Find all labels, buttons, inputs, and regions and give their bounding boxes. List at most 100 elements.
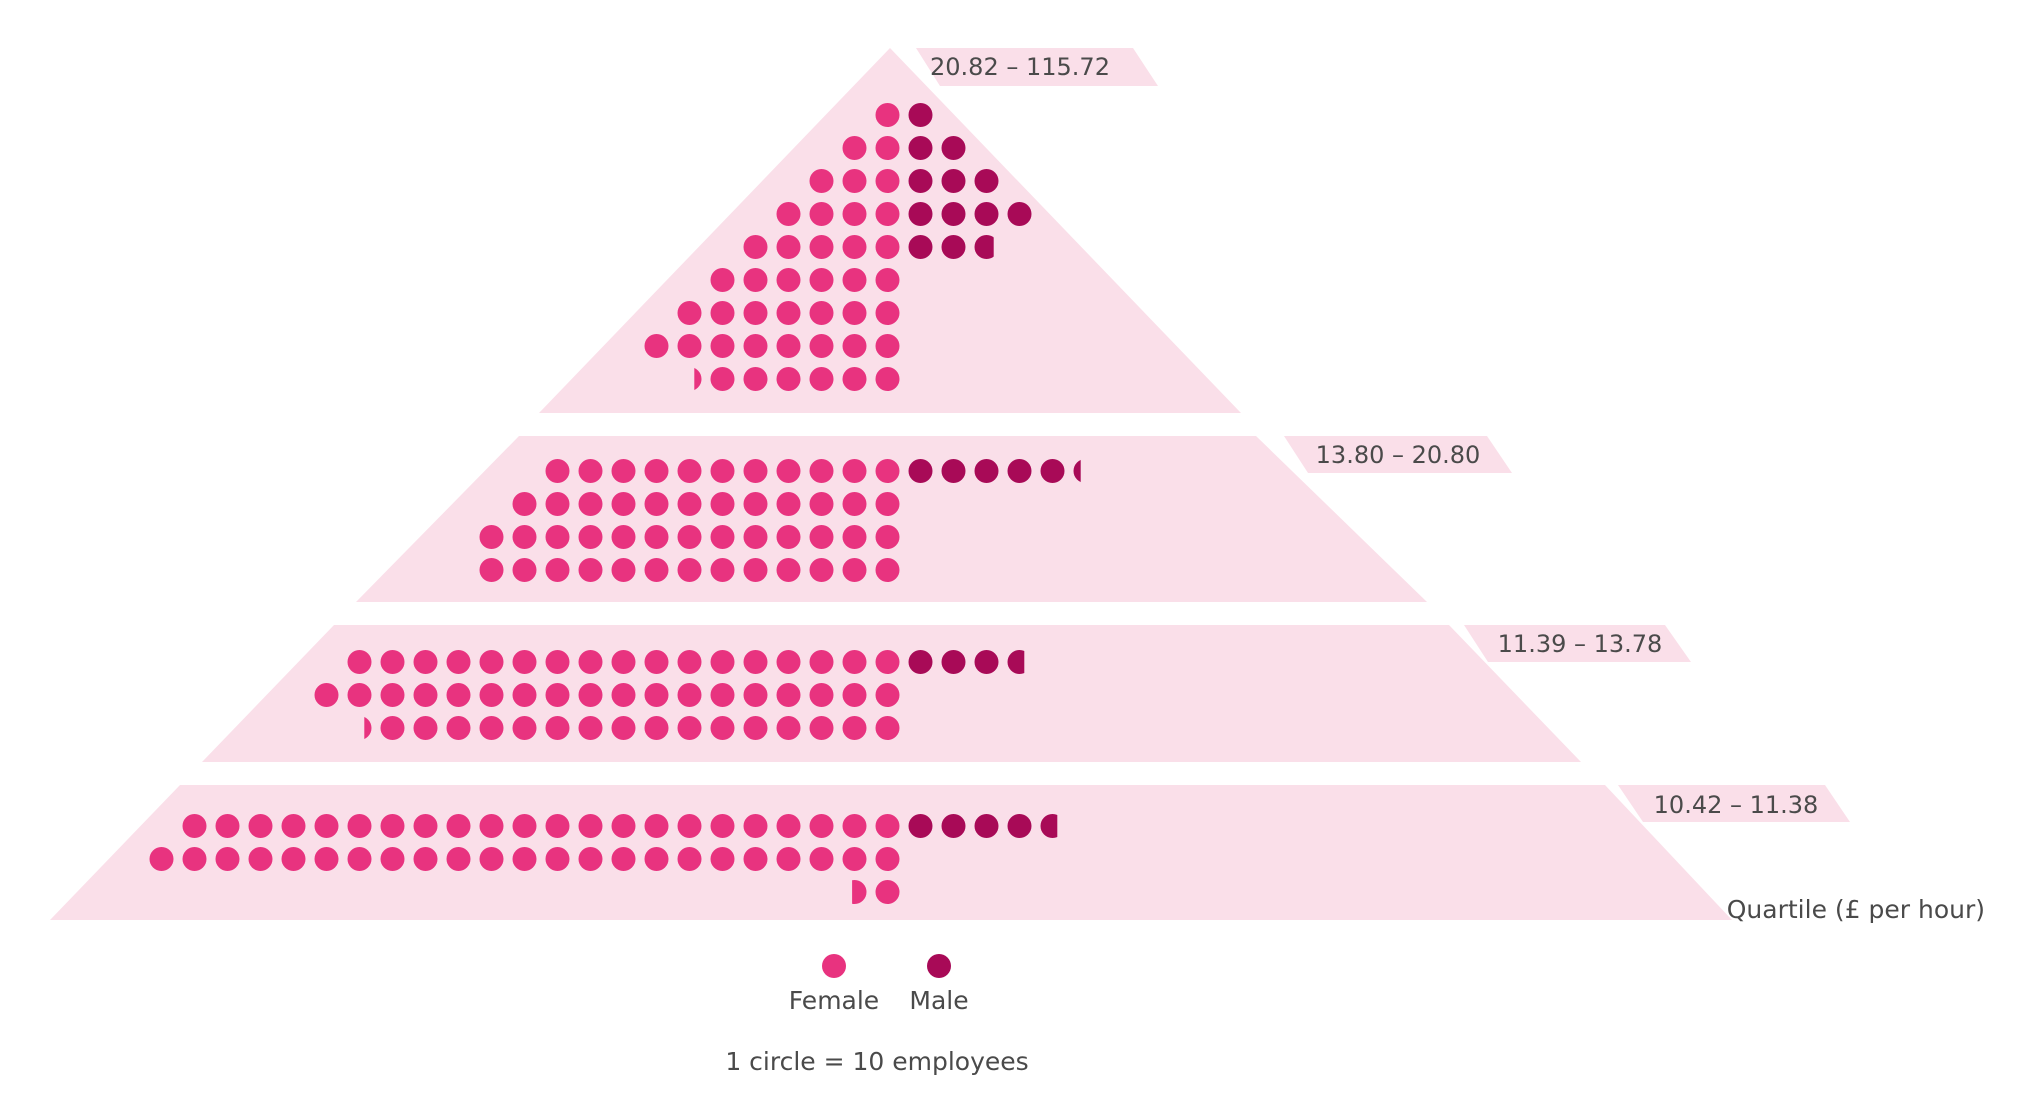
female-circle-q4 (875, 847, 900, 871)
female-circle-q2 (743, 525, 768, 549)
female-circle-q1 (743, 367, 768, 391)
male-circle-q1 (908, 136, 933, 160)
male-circle-q1 (1007, 202, 1032, 226)
female-circle-q2 (545, 558, 570, 582)
female-circle-q4 (182, 847, 207, 871)
female-circle-q3 (776, 683, 801, 707)
female-circle-q3 (743, 716, 768, 740)
female-circle-q4 (578, 814, 603, 838)
female-circle-q3 (875, 650, 900, 674)
female-circle-q2 (644, 492, 669, 516)
male-circle-q1 (941, 235, 966, 259)
female-circle-q4 (413, 814, 438, 838)
female-circle-q2 (776, 459, 801, 483)
male-circle-q2 (1007, 459, 1032, 483)
female-circle-q1 (743, 235, 768, 259)
female-circle-q2 (545, 525, 570, 549)
female-circle-q1 (776, 202, 801, 226)
female-circle-q2 (512, 525, 537, 549)
female-circle-q3 (347, 650, 372, 674)
male-circle-q1 (941, 202, 966, 226)
female-circle-q2 (611, 558, 636, 582)
female-circle-q4 (644, 814, 669, 838)
male-circle-q3 (974, 650, 999, 674)
female-circle-q3 (413, 683, 438, 707)
female-circle-q4 (149, 847, 174, 871)
female-circle-q2 (875, 525, 900, 549)
female-circle-q3 (710, 716, 735, 740)
female-circle-q2 (710, 459, 735, 483)
female-circle-q2 (776, 492, 801, 516)
female-circle-q2 (611, 492, 636, 516)
female-circle-q1 (809, 235, 834, 259)
axis-caption: Quartile (£ per hour) (1727, 895, 1985, 924)
female-circle-q4 (743, 814, 768, 838)
female-circle-q4 (446, 814, 471, 838)
female-circle-q2 (743, 558, 768, 582)
range-tab-1 (916, 48, 1158, 86)
range-tab-3 (1464, 625, 1691, 662)
female-circle-q3 (578, 716, 603, 740)
female-circle-q2 (545, 492, 570, 516)
range-tab-4 (1618, 785, 1850, 822)
female-circle-q2 (644, 459, 669, 483)
male-circle-q2 (1073, 460, 1081, 482)
female-circle-q3 (512, 650, 537, 674)
female-circle-q2 (578, 525, 603, 549)
male-circle-q1 (941, 169, 966, 193)
female-circle-q3 (677, 716, 702, 740)
female-circle-q2 (743, 492, 768, 516)
female-circle-q1 (842, 301, 867, 325)
female-circle-q2 (677, 525, 702, 549)
male-circle-q4 (974, 814, 999, 838)
female-circle-q3 (364, 717, 372, 739)
female-circle-q4 (710, 847, 735, 871)
female-circle-q3 (842, 716, 867, 740)
female-circle-q4 (512, 847, 537, 871)
female-circle-q1 (875, 334, 900, 358)
female-circle-q2 (512, 492, 537, 516)
male-circle-q3 (908, 650, 933, 674)
female-circle-q2 (710, 492, 735, 516)
female-circle-q1 (776, 268, 801, 292)
female-circle-q2 (644, 558, 669, 582)
female-circle-q1 (875, 235, 900, 259)
female-circle-q3 (809, 650, 834, 674)
female-circle-q4 (347, 814, 372, 838)
female-circle-q1 (710, 334, 735, 358)
male-circle-q2 (1040, 459, 1065, 483)
female-circle-q1 (743, 301, 768, 325)
female-circle-q2 (710, 558, 735, 582)
female-circle-q4 (611, 847, 636, 871)
female-circle-q3 (644, 650, 669, 674)
female-circle-q1 (743, 268, 768, 292)
female-circle-q1 (842, 235, 867, 259)
female-circle-q1 (644, 334, 669, 358)
female-circle-q1 (710, 301, 735, 325)
female-circle-q1 (875, 169, 900, 193)
range-tabs: 20.82 – 115.72 13.80 – 20.80 11.39 – 13.… (916, 48, 1850, 822)
male-circle-q1 (941, 136, 966, 160)
male-circle-q1 (974, 202, 999, 226)
female-circle-q1 (694, 368, 702, 390)
female-circle-q4 (743, 847, 768, 871)
female-circle-q1 (776, 367, 801, 391)
legend: Female Male (789, 954, 969, 1015)
female-circle-q3 (479, 650, 504, 674)
female-circle-q3 (842, 650, 867, 674)
female-circle-q2 (545, 459, 570, 483)
male-circle-q1 (974, 235, 994, 259)
male-circle-q1 (908, 235, 933, 259)
female-circle-q1 (809, 301, 834, 325)
legend-female-swatch (822, 954, 846, 978)
female-circle-q2 (776, 525, 801, 549)
female-circle-q1 (842, 169, 867, 193)
female-circle-q3 (413, 650, 438, 674)
female-circle-q1 (809, 169, 834, 193)
female-circle-q1 (677, 301, 702, 325)
female-circle-q3 (809, 683, 834, 707)
male-circle-q1 (908, 103, 933, 127)
female-circle-q3 (446, 650, 471, 674)
female-circle-q1 (842, 136, 867, 160)
